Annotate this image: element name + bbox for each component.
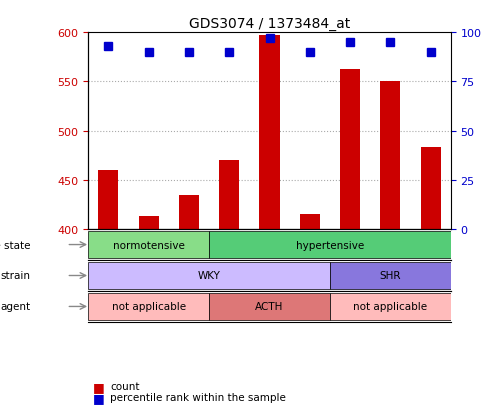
Text: SHR: SHR	[380, 271, 401, 281]
Bar	[300, 215, 320, 230]
Text: not applicable: not applicable	[112, 302, 186, 312]
Bar	[139, 217, 159, 230]
Text: GSM198860: GSM198860	[220, 231, 229, 286]
Bar	[88, 293, 209, 320]
Text: ■: ■	[93, 391, 105, 404]
Text: GSM198858: GSM198858	[140, 231, 148, 286]
Text: agent: agent	[0, 302, 30, 312]
Bar	[420, 148, 441, 230]
Text: ACTH: ACTH	[255, 302, 284, 312]
Text: normotensive: normotensive	[113, 240, 185, 250]
Text: GSM198859: GSM198859	[180, 231, 189, 286]
Text: not applicable: not applicable	[353, 302, 427, 312]
Bar	[330, 262, 451, 290]
Bar	[88, 231, 209, 259]
Text: ■: ■	[93, 380, 105, 393]
Bar	[330, 293, 451, 320]
Bar	[209, 231, 451, 259]
Bar	[88, 262, 330, 290]
Text: WKY: WKY	[197, 271, 220, 281]
Text: hypertensive: hypertensive	[296, 240, 364, 250]
Bar	[380, 82, 400, 230]
Bar	[179, 195, 199, 230]
Text: count: count	[110, 381, 140, 391]
Text: GSM198863: GSM198863	[341, 231, 350, 286]
Bar	[259, 36, 280, 230]
Bar	[98, 171, 119, 230]
Text: disease state: disease state	[0, 240, 30, 250]
Bar	[209, 293, 330, 320]
Text: GSM198865: GSM198865	[422, 231, 431, 286]
Text: GSM198857: GSM198857	[99, 231, 108, 286]
Text: GSM198861: GSM198861	[261, 231, 270, 286]
Bar	[340, 69, 360, 230]
Title: GDS3074 / 1373484_at: GDS3074 / 1373484_at	[189, 17, 350, 31]
Text: percentile rank within the sample: percentile rank within the sample	[110, 392, 286, 402]
Text: strain: strain	[0, 271, 30, 281]
Bar	[219, 161, 239, 230]
Text: GSM198864: GSM198864	[381, 231, 391, 286]
Text: GSM198862: GSM198862	[301, 231, 310, 286]
